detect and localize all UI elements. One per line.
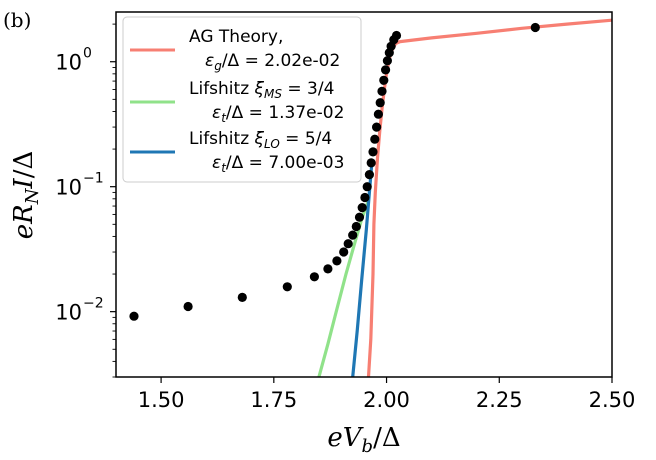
plot-frame — [115, 11, 613, 378]
x-axis: 1.50 1.75 2.00 2.25 2.50 — [138, 377, 636, 412]
legend: AG Theory, εg/Δ = 2.02e-02 Lifshitz ξMS … — [122, 16, 362, 183]
y-tick-label: 10 — [55, 176, 82, 200]
legend-box — [122, 16, 362, 183]
data-point — [339, 247, 349, 257]
data-point — [357, 203, 367, 213]
data-point — [282, 282, 292, 292]
y-axis-label: eRNI/Δ — [9, 151, 43, 240]
data-point — [309, 272, 319, 282]
legend-label-ag-theory: AG Theory, — [189, 27, 283, 47]
data-point — [360, 192, 370, 203]
data-point — [379, 75, 389, 85]
legend-sub-ag-theory: εg/Δ = 2.02e-02 — [205, 51, 340, 73]
y-tick-label-exponent: −2 — [83, 296, 104, 312]
data-point — [362, 182, 372, 192]
data-point — [323, 264, 333, 274]
data-point — [368, 147, 378, 157]
data-point — [354, 212, 365, 222]
y-tick-label: 10 — [55, 301, 82, 325]
series-line-ag-theory — [366, 18, 612, 377]
x-axis-label: eVb/Δ — [327, 423, 400, 457]
data-point — [530, 22, 540, 33]
data-point — [351, 221, 361, 232]
y-tick-label: 10 — [55, 51, 82, 75]
legend-label-lifshitz-lo: Lifshitz ξLO = 5/4 — [189, 129, 332, 151]
x-tick-label: 2.50 — [589, 388, 636, 412]
legend-label-lifshitz-ms: Lifshitz ξMS = 3/4 — [189, 79, 334, 101]
y-tick-label-exponent: 0 — [83, 46, 92, 62]
legend-sub-lifshitz-lo: εt/Δ = 7.00e-03 — [212, 153, 344, 175]
data-point — [382, 56, 392, 66]
plot-area — [129, 18, 612, 377]
data-point — [332, 256, 342, 266]
x-tick-label: 2.00 — [363, 388, 410, 412]
data-point — [391, 30, 402, 41]
data-point — [373, 109, 383, 119]
data-point — [129, 311, 139, 321]
data-point — [343, 239, 353, 249]
data-point — [372, 122, 382, 132]
data-point — [348, 230, 358, 240]
data-point — [377, 86, 387, 96]
x-tick-label: 1.50 — [138, 388, 185, 412]
data-point — [364, 170, 374, 180]
data-point — [366, 158, 376, 168]
x-tick-label: 2.25 — [476, 388, 523, 412]
data-point — [183, 301, 193, 312]
data-point — [381, 65, 391, 75]
legend-sub-lifshitz-ms: εt/Δ = 1.37e-02 — [212, 103, 344, 125]
data-point — [370, 134, 380, 144]
data-point — [237, 292, 247, 302]
x-tick-label: 1.75 — [250, 388, 297, 412]
y-tick-label-exponent: −1 — [83, 171, 104, 187]
panel-label: (b) — [3, 8, 31, 32]
data-point — [375, 98, 385, 108]
